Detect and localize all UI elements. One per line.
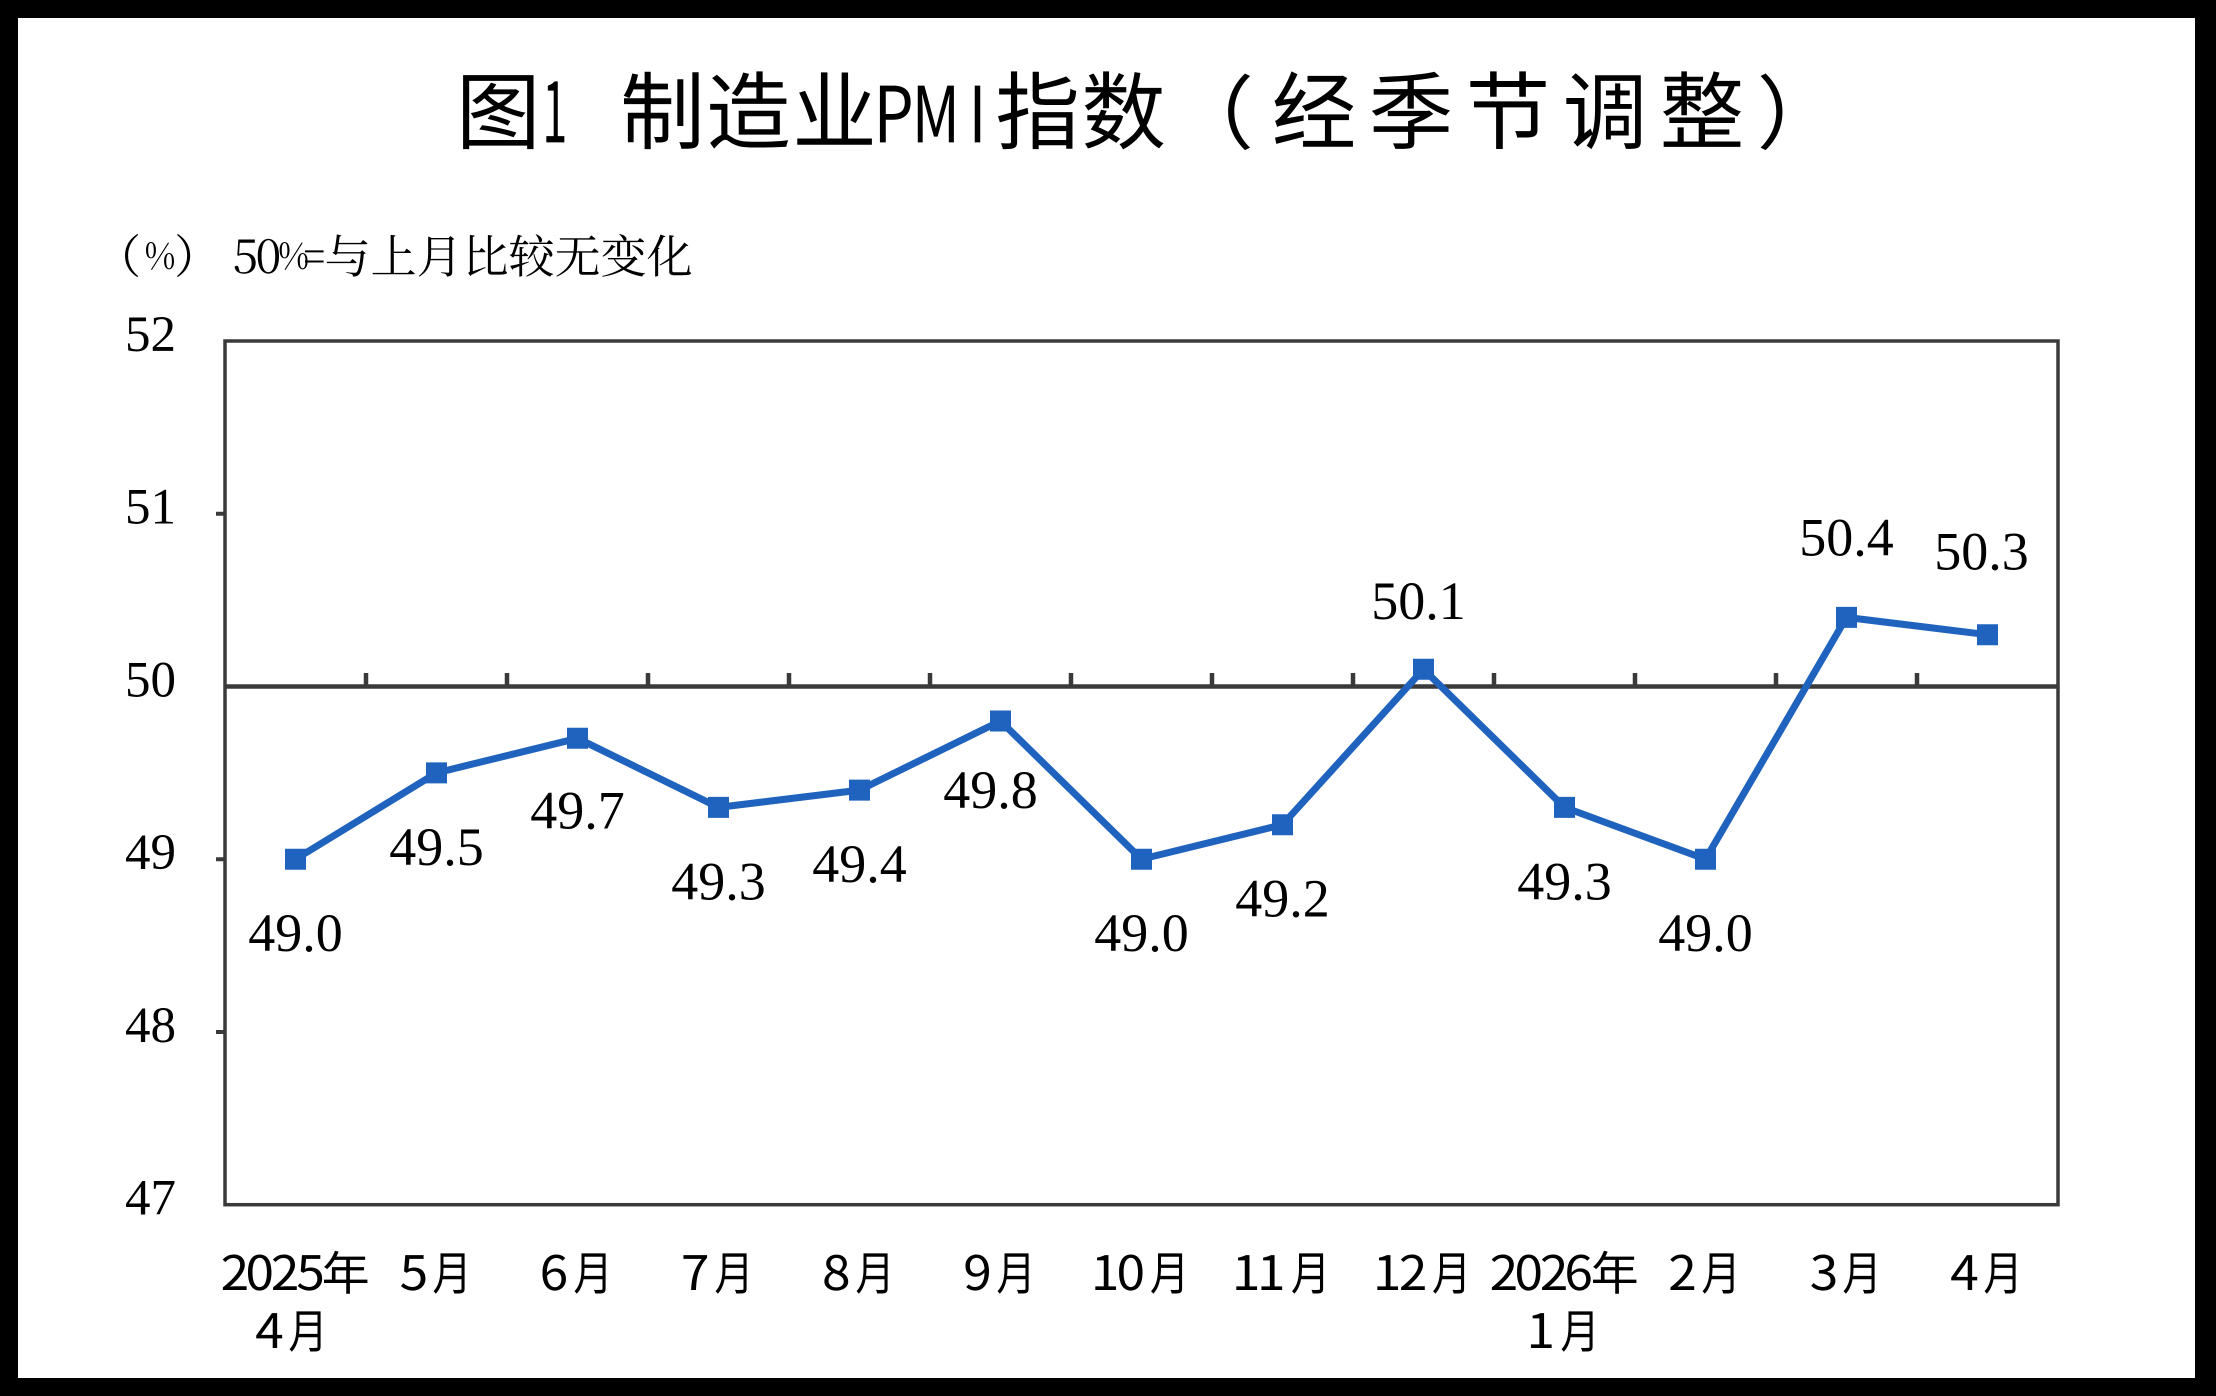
- svg-text:49.0: 49.0: [248, 903, 343, 963]
- svg-text:47: 47: [125, 1171, 176, 1227]
- svg-text:50.4: 50.4: [1799, 507, 1894, 567]
- svg-text:49.7: 49.7: [530, 780, 625, 840]
- svg-text:50: 50: [125, 653, 176, 709]
- svg-text:49: 49: [125, 825, 176, 881]
- svg-text:49.0: 49.0: [1658, 903, 1753, 963]
- svg-text:49.0: 49.0: [1094, 903, 1189, 963]
- svg-text:49.3: 49.3: [671, 851, 766, 911]
- svg-text:50.1: 50.1: [1371, 571, 1466, 631]
- svg-text:50.3: 50.3: [1934, 522, 2029, 582]
- svg-text:49.3: 49.3: [1517, 851, 1612, 911]
- svg-text:49.5: 49.5: [389, 817, 484, 877]
- svg-text:48: 48: [125, 998, 176, 1054]
- svg-text:49.4: 49.4: [812, 834, 907, 894]
- svg-text:51: 51: [125, 480, 176, 536]
- svg-text:49.2: 49.2: [1235, 869, 1330, 929]
- svg-text:52: 52: [125, 307, 176, 363]
- svg-text:49.8: 49.8: [943, 760, 1038, 820]
